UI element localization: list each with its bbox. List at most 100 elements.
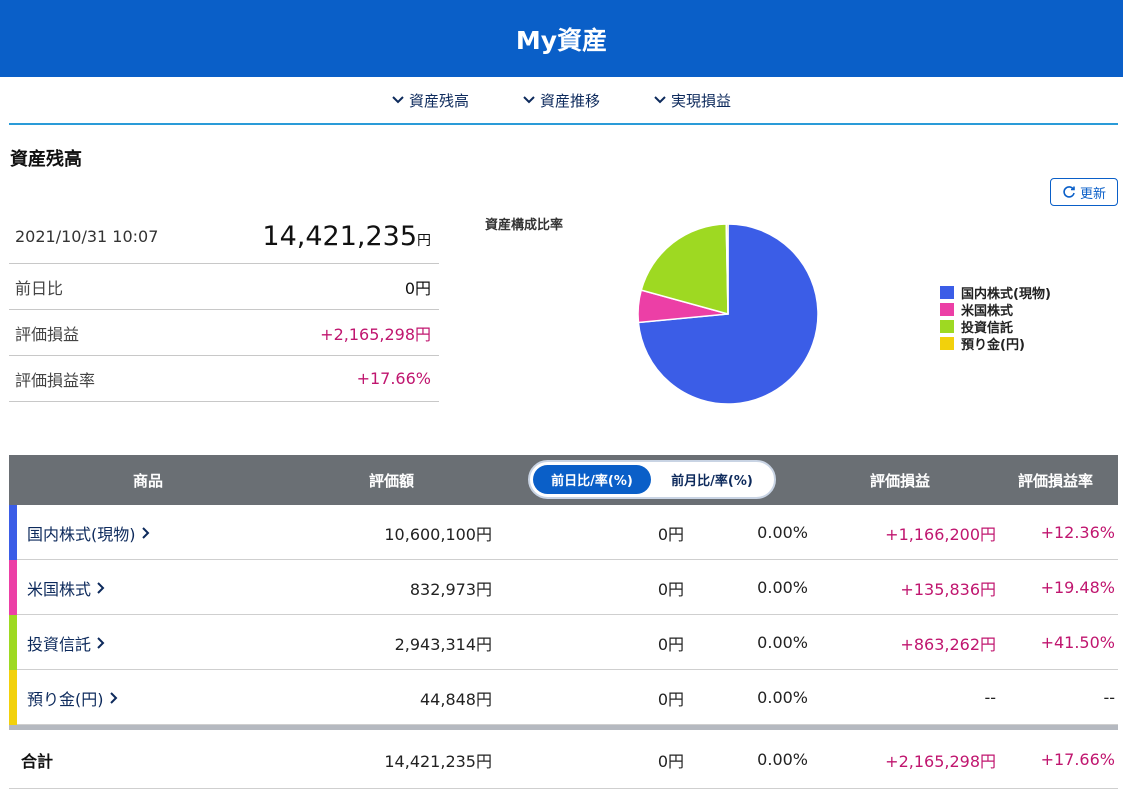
summary-date: 2021/10/31 10:07 [15,227,159,246]
chevron-right-icon [97,636,105,649]
summary-total-row: 2021/10/31 10:07 14,421,235円 [9,210,439,264]
row-color-bar [9,560,17,615]
table-row: 国内株式(現物) 10,600,100円 0円 0.00% +1,166,200… [9,505,1118,560]
row-day-rate: 0.00% [757,688,808,707]
table-row: 投資信託 2,943,314円 0円 0.00% +863,262円 +41.5… [9,615,1118,670]
toggle-day-button[interactable]: 前日比/率(%) [533,465,651,494]
legend-item: 国内株式(現物) [940,284,1051,302]
chevron-right-icon [97,581,105,594]
total-pl-rate: +17.66% [1040,750,1115,769]
app-header: My資産 [0,0,1123,77]
chevron-down-icon [654,96,666,104]
summary-total: 14,421,235円 [262,221,431,252]
row-color-bar [9,615,17,670]
legend-item: 米国株式 [940,301,1051,319]
summary-label: 評価損益 [15,324,80,344]
row-eval: 832,973円 [409,579,492,599]
summary-row-day-change: 前日比 0円 [9,264,439,310]
legend-swatch [940,337,954,350]
nav-item-history[interactable]: 資産推移 [523,90,600,111]
legend-label: 国内株式(現物) [961,287,1051,302]
row-pl-rate: -- [1103,688,1115,707]
header-product: 商品 [133,471,164,490]
summary-label: 前日比 [15,278,64,298]
legend-swatch [940,286,954,299]
nav-item-balance[interactable]: 資産残高 [392,90,469,111]
header-eval: 評価額 [369,471,415,490]
row-pl: +135,836円 [900,579,996,599]
row-day-rate: 0.00% [757,523,808,542]
pie-slice-3 [640,223,729,315]
balance-summary: 2021/10/31 10:07 14,421,235円 前日比 0円 評価損益… [9,210,439,402]
row-pl-rate: +41.50% [1040,633,1115,652]
chevron-down-icon [392,96,404,104]
summary-row-pl: 評価損益 +2,165,298円 [9,310,439,356]
row-name: 投資信託 [27,634,92,654]
refresh-label: 更新 [1079,186,1106,202]
header-pl: 評価損益 [870,471,931,490]
row-name: 米国株式 [27,579,92,599]
summary-row-pl-rate: 評価損益率 +17.66% [9,356,439,402]
row-day-rate: 0.00% [757,578,808,597]
table-header: 商品 評価額 前日比/率(%) 前月比/率(%) 評価損益 評価損益率 [9,455,1118,505]
row-day-change: 0円 [657,524,684,544]
chevron-down-icon [523,96,535,104]
period-toggle: 前日比/率(%) 前月比/率(%) [528,460,776,499]
row-name-link[interactable]: 投資信託 [27,615,105,670]
nav-item-label: 資産残高 [408,91,469,110]
chart-legend: 国内株式(現物) 米国株式 投資信託 預り金(円) [940,284,1051,353]
chevron-right-icon [109,691,117,704]
row-pl: -- [984,688,996,707]
refresh-icon [1063,186,1075,198]
summary-value: 0円 [404,278,431,298]
total-unit: 円 [417,233,431,249]
summary-value: +17.66% [356,369,431,388]
legend-swatch [940,320,954,333]
allocation-pie-chart [637,223,819,405]
summary-label: 評価損益率 [15,370,96,390]
page-title: My資産 [515,25,608,55]
chart-title: 資産構成比率 [485,218,564,233]
table-total-row: 合計 14,421,235円 0円 0.00% +2,165,298円 +17.… [9,730,1118,789]
row-name-link[interactable]: 米国株式 [27,560,105,615]
table-row: 預り金(円) 44,848円 0円 0.00% -- -- [9,670,1118,725]
legend-label: 米国株式 [961,304,1014,319]
row-day-change: 0円 [657,634,684,654]
legend-item: 預り金(円) [940,335,1051,353]
nav-item-label: 実現損益 [671,91,732,110]
row-day-change: 0円 [657,579,684,599]
legend-label: 投資信託 [961,321,1014,336]
total-day-change: 0円 [657,751,684,771]
legend-swatch [940,303,954,316]
row-color-bar [9,670,17,725]
row-day-change: 0円 [657,689,684,709]
chevron-right-icon [141,526,149,539]
nav-item-realized[interactable]: 実現損益 [654,90,731,111]
refresh-button[interactable]: 更新 [1050,178,1118,206]
holdings-table: 商品 評価額 前日比/率(%) 前月比/率(%) 評価損益 評価損益率 国内株式… [9,455,1118,789]
row-name-link[interactable]: 国内株式(現物) [27,505,150,560]
pie-slice-4 [725,223,729,315]
row-eval: 44,848円 [420,689,492,709]
table-row: 米国株式 832,973円 0円 0.00% +135,836円 +19.48% [9,560,1118,615]
row-color-bar [9,505,17,560]
summary-value: +2,165,298円 [320,324,431,344]
nav-item-label: 資産推移 [539,91,600,110]
section-nav: 資産残高 資産推移 実現損益 [0,77,1123,123]
legend-label: 預り金(円) [961,338,1025,353]
total-label: 合計 [21,751,54,771]
row-pl: +1,166,200円 [885,524,996,544]
row-pl-rate: +12.36% [1040,523,1115,542]
legend-item: 投資信託 [940,318,1051,336]
total-value: 14,421,235 [262,221,417,252]
header-pl-rate: 評価損益率 [1018,471,1094,490]
row-name: 国内株式(現物) [27,524,136,544]
row-name: 預り金(円) [27,689,104,709]
total-divider [9,725,1118,730]
toggle-month-button[interactable]: 前月比/率(%) [671,474,753,489]
row-day-rate: 0.00% [757,633,808,652]
row-pl-rate: +19.48% [1040,578,1115,597]
total-day-rate: 0.00% [757,750,808,769]
row-name-link[interactable]: 預り金(円) [27,670,118,725]
nav-divider [9,123,1118,125]
